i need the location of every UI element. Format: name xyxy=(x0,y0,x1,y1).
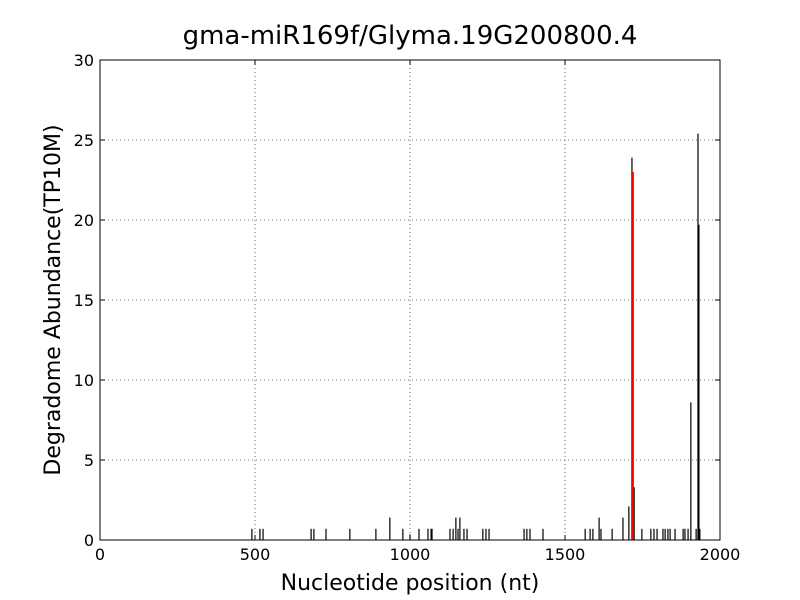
y-axis-label: Degradome Abundance(TP10M) xyxy=(41,124,66,475)
x-tick-label: 0 xyxy=(95,545,105,564)
x-tick-label: 2000 xyxy=(700,545,741,564)
y-tick-label: 20 xyxy=(74,211,94,230)
plot-frame xyxy=(99,59,721,541)
y-tick-label: 0 xyxy=(84,531,94,550)
y-tick-label: 5 xyxy=(84,451,94,470)
x-tick-label: 1000 xyxy=(390,545,431,564)
y-tick-label: 30 xyxy=(74,51,94,70)
chart-title: gma-miR169f/Glyma.19G200800.4 xyxy=(183,21,638,51)
y-tick-label: 15 xyxy=(74,291,94,310)
x-tick-label: 1500 xyxy=(545,545,586,564)
x-axis-label: Nucleotide position (nt) xyxy=(281,571,540,596)
x-tick-label: 500 xyxy=(240,545,271,564)
y-tick-label: 10 xyxy=(74,371,94,390)
y-tick-label: 25 xyxy=(74,131,94,150)
